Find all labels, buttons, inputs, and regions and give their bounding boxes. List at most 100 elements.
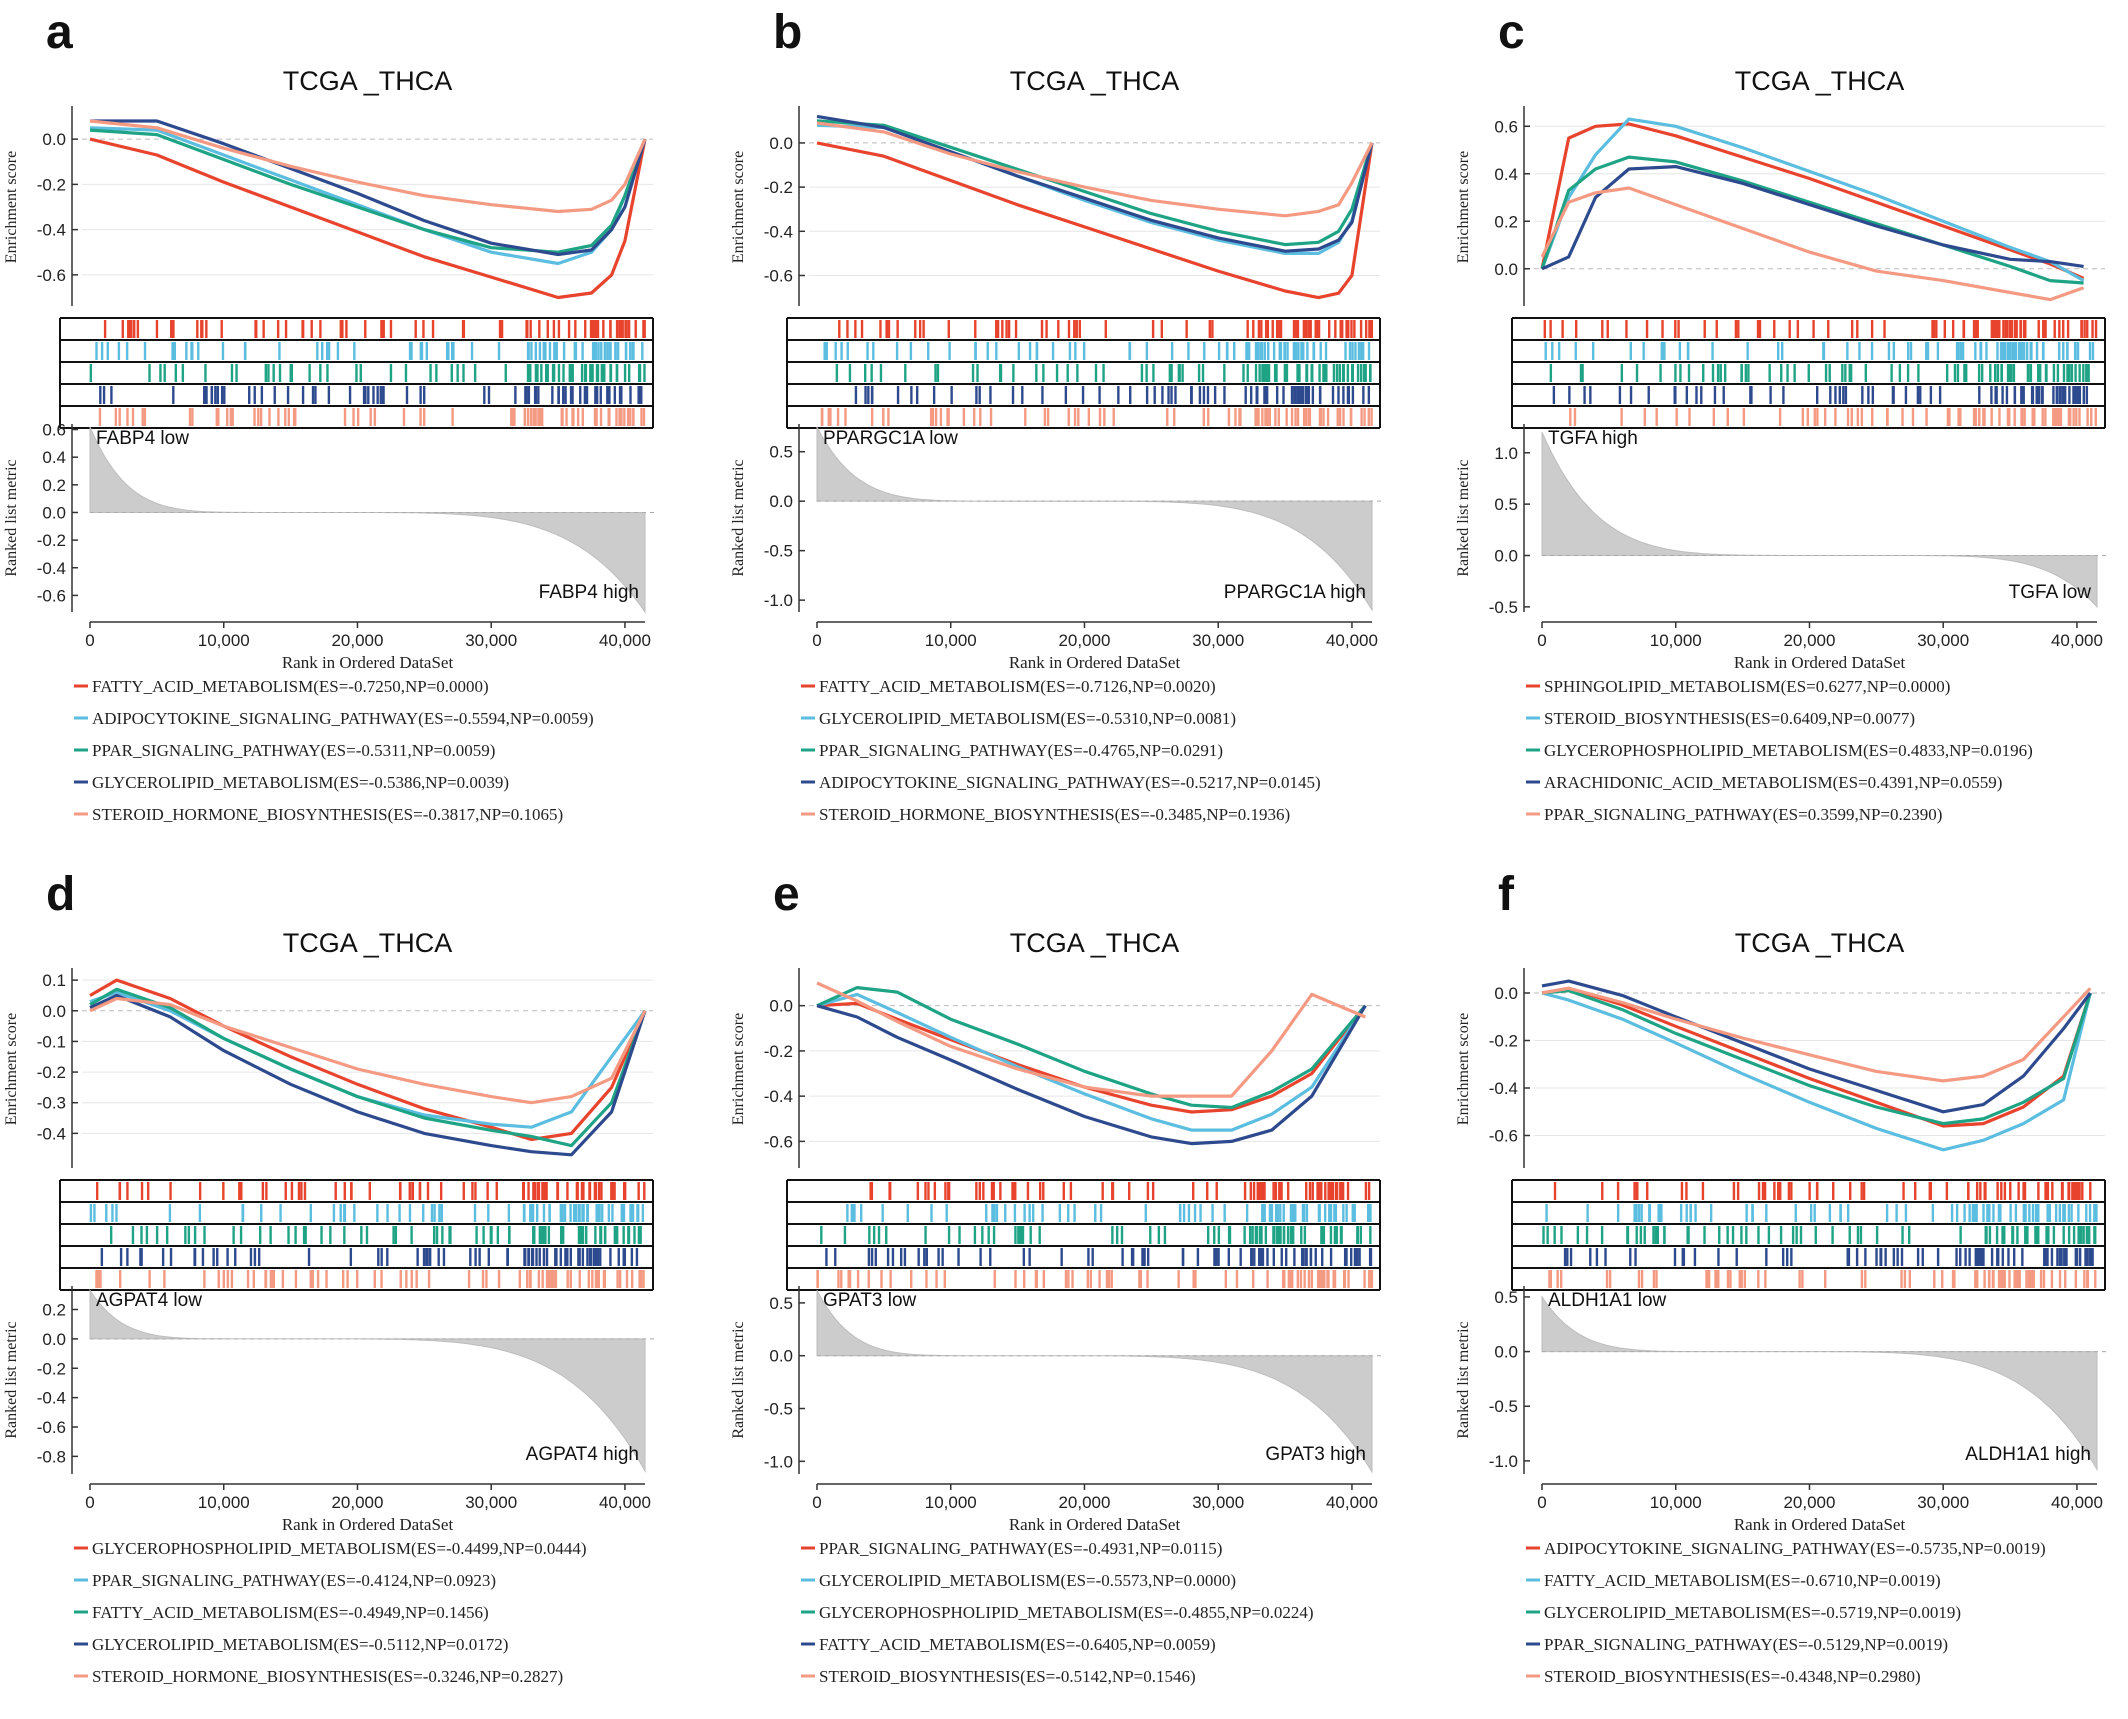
x-tick-label: 40,000 bbox=[2051, 631, 2103, 650]
es-curve-3 bbox=[816, 986, 1367, 1110]
rank-bottom-label: PPARGC1A high bbox=[1224, 582, 1366, 603]
es-axis-label: Enrichment score bbox=[730, 151, 747, 263]
es-tick-label: -0.4 bbox=[37, 221, 66, 240]
es-tick-label: 0.0 bbox=[1494, 260, 1518, 279]
rank-tick-label: 0.0 bbox=[1494, 1343, 1518, 1362]
ranked-metric-area bbox=[89, 1288, 646, 1473]
x-axis-label: Rank in Ordered DataSet bbox=[282, 653, 454, 672]
rank-top-label: GPAT3 low bbox=[823, 1290, 917, 1311]
x-tick-label: 30,000 bbox=[1192, 1493, 1244, 1512]
legend-entry: STEROID_BIOSYNTHESIS(ES=0.6409,NP=0.0077… bbox=[1544, 709, 1915, 728]
es-axis-label: Enrichment score bbox=[1455, 1013, 1472, 1125]
panel-label: a bbox=[46, 6, 73, 59]
rank-bottom-label: GPAT3 high bbox=[1265, 1444, 1366, 1465]
es-tick-label: -0.1 bbox=[37, 1032, 66, 1051]
legend-entry: GLYCEROLIPID_METABOLISM(ES=-0.5310,NP=0.… bbox=[819, 709, 1236, 728]
es-curve-3 bbox=[816, 119, 1374, 247]
es-curve-1 bbox=[816, 141, 1374, 300]
es-curve-1 bbox=[89, 137, 647, 300]
es-tick-label: 0.1 bbox=[42, 971, 66, 990]
rank-tick-label: -0.5 bbox=[764, 1400, 793, 1419]
legend-entry: GLYCEROLIPID_METABOLISM(ES=-0.5719,NP=0.… bbox=[1544, 1603, 1961, 1622]
rank-bottom-label: AGPAT4 high bbox=[526, 1444, 639, 1465]
rank-tick-label: 0.0 bbox=[42, 503, 66, 522]
panel-label: f bbox=[1498, 868, 1515, 921]
x-tick-label: 20,000 bbox=[331, 631, 383, 650]
x-tick-label: 0 bbox=[85, 1493, 94, 1512]
es-curve-4 bbox=[1541, 979, 2092, 1114]
legend-entry: STEROID_HORMONE_BIOSYNTHESIS(ES=-0.3817,… bbox=[92, 805, 563, 824]
x-axis-label: Rank in Ordered DataSet bbox=[282, 1515, 454, 1534]
legend-entry: GLYCEROPHOSPHOLIPID_METABOLISM(ES=-0.449… bbox=[92, 1539, 587, 1558]
gsea-panel-f: f TCGA _THCA 0.0 -0.2 -0.4 -0.6 Enrichment sco… bbox=[1455, 868, 2107, 1686]
rank-top-label: ALDH1A1 low bbox=[1548, 1290, 1667, 1311]
ranked-metric-area bbox=[816, 426, 1373, 612]
es-curve-4 bbox=[1541, 165, 2084, 271]
es-curve-3 bbox=[89, 128, 647, 254]
es-curve-2 bbox=[1540, 117, 2085, 282]
gsea-panel-a: a TCGA _THCA 0.0 -0.2 -0.4 -0.6 Enrichment sco… bbox=[3, 6, 655, 824]
x-axis-label: Rank in Ordered DataSet bbox=[1734, 1515, 1906, 1534]
panel-label: c bbox=[1498, 6, 1525, 59]
x-tick-label: 20,000 bbox=[1783, 1493, 1835, 1512]
rank-tick-label: -0.4 bbox=[37, 1389, 66, 1408]
rank-axis-label: Ranked list metric bbox=[1455, 459, 1472, 576]
es-tick-label: 0.0 bbox=[1494, 984, 1518, 1003]
rank-bottom-label: TGFA low bbox=[2009, 582, 2092, 603]
legend-entry: STEROID_BIOSYNTHESIS(ES=-0.4348,NP=0.298… bbox=[1544, 1667, 1921, 1686]
es-tick-label: -0.2 bbox=[1489, 1032, 1518, 1051]
es-tick-label: -0.6 bbox=[1489, 1127, 1518, 1146]
es-axis-label: Enrichment score bbox=[3, 1013, 20, 1125]
rank-tick-label: -0.6 bbox=[37, 1418, 66, 1437]
rank-tick-label: -0.6 bbox=[37, 586, 66, 605]
legend-entry: PPAR_SIGNALING_PATHWAY(ES=-0.4765,NP=0.0… bbox=[819, 741, 1223, 760]
es-curve-4 bbox=[816, 1004, 1367, 1146]
x-tick-label: 30,000 bbox=[465, 631, 517, 650]
panel-label: e bbox=[773, 868, 800, 921]
x-tick-label: 0 bbox=[812, 1493, 821, 1512]
rank-tick-label: 0.5 bbox=[769, 443, 793, 462]
rank-axis-label: Ranked list metric bbox=[730, 459, 747, 576]
chart-title: TCGA _THCA bbox=[283, 928, 453, 958]
rank-top-label: PPARGC1A low bbox=[823, 428, 958, 449]
rank-tick-label: -0.8 bbox=[37, 1447, 66, 1466]
gsea-panel-d: d TCGA _THCA 0.1 0.0 -0.1 -0.2 -0.3 -0.4 Enrichm… bbox=[3, 868, 655, 1686]
es-curve-3 bbox=[1540, 155, 2084, 285]
x-tick-label: 0 bbox=[1537, 1493, 1546, 1512]
rank-axis-label: Ranked list metric bbox=[3, 459, 20, 576]
legend-entry: PPAR_SIGNALING_PATHWAY(ES=-0.5129,NP=0.0… bbox=[1544, 1635, 1948, 1654]
ranked-metric-area bbox=[1541, 431, 2098, 609]
rank-tick-label: -0.5 bbox=[764, 542, 793, 561]
legend-entry: STEROID_BIOSYNTHESIS(ES=-0.5142,NP=0.154… bbox=[819, 1667, 1196, 1686]
legend-entry: STEROID_HORMONE_BIOSYNTHESIS(ES=-0.3485,… bbox=[819, 805, 1290, 824]
es-tick-label: 0.2 bbox=[1494, 212, 1518, 231]
rank-tick-label: 0.5 bbox=[769, 1294, 793, 1313]
x-tick-label: 40,000 bbox=[1326, 631, 1378, 650]
chart-title: TCGA _THCA bbox=[1010, 928, 1180, 958]
x-tick-label: 10,000 bbox=[925, 631, 977, 650]
legend-entry: SPHINGOLIPID_METABOLISM(ES=0.6277,NP=0.0… bbox=[1544, 677, 1950, 696]
es-axis-label: Enrichment score bbox=[730, 1013, 747, 1125]
es-curve-3 bbox=[1541, 989, 2092, 1126]
x-tick-label: 40,000 bbox=[2051, 1493, 2103, 1512]
rank-tick-label: -1.0 bbox=[764, 591, 793, 610]
rank-tick-label: -0.2 bbox=[37, 1359, 66, 1378]
chart-title: TCGA _THCA bbox=[1735, 928, 1905, 958]
es-curve-5 bbox=[89, 119, 647, 214]
x-tick-label: 10,000 bbox=[925, 1493, 977, 1512]
es-curve-1 bbox=[1541, 986, 2092, 1128]
panel-label: d bbox=[46, 868, 75, 921]
es-curve-1 bbox=[89, 978, 647, 1142]
es-curve-5 bbox=[816, 121, 1374, 218]
x-tick-label: 10,000 bbox=[1650, 631, 1702, 650]
rank-tick-label: -1.0 bbox=[1489, 1452, 1518, 1471]
legend-entry: FATTY_ACID_METABOLISM(ES=-0.6710,NP=0.00… bbox=[1544, 1571, 1941, 1590]
legend-entry: FATTY_ACID_METABOLISM(ES=-0.4949,NP=0.14… bbox=[92, 1603, 489, 1622]
es-curve-4 bbox=[90, 119, 647, 257]
x-axis-label: Rank in Ordered DataSet bbox=[1734, 653, 1906, 672]
x-tick-label: 10,000 bbox=[198, 1493, 250, 1512]
rank-axis-label: Ranked list metric bbox=[3, 1321, 20, 1438]
rank-tick-label: 0.5 bbox=[1494, 495, 1518, 514]
es-tick-label: -0.2 bbox=[764, 1042, 793, 1061]
